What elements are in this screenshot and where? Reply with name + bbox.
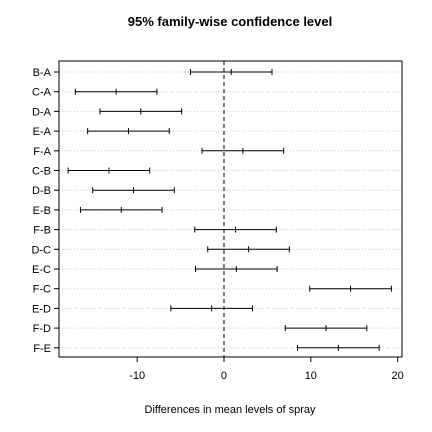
x-tick-label: 20 — [392, 370, 404, 382]
y-tick-label: E-C — [32, 264, 51, 276]
y-axis: B-A C-A D-A E-A F-A C-B D-B E-B F-B D-C E-C F-C E-D F… — [31, 67, 59, 355]
y-tick-label: F-A — [33, 146, 51, 158]
x-axis: -10 0 10 20 — [129, 357, 404, 382]
interval-e-b — [79, 206, 163, 213]
y-tick-label: E-B — [33, 205, 51, 217]
x-tick-label: -10 — [129, 370, 145, 382]
y-tick-label: C-B — [32, 166, 51, 178]
y-tick-label: E-A — [33, 126, 52, 138]
interval-f-e — [297, 344, 380, 351]
y-tick-label: D-C — [31, 244, 51, 256]
x-tick-label: 0 — [221, 370, 227, 382]
interval-f-c — [309, 285, 392, 292]
interval-b-a — [189, 69, 273, 75]
y-tick-label: D-B — [32, 185, 51, 197]
interval-c-a — [74, 88, 158, 95]
x-axis-label: Differences in mean levels of spray — [145, 404, 316, 416]
interval-c-b — [67, 167, 151, 174]
y-tick-label: F-D — [33, 323, 51, 335]
interval-marks — [67, 69, 392, 351]
interval-d-b — [92, 187, 175, 194]
y-tick-label: F-E — [33, 343, 51, 355]
interval-e-c — [195, 266, 278, 272]
interval-d-c — [207, 246, 290, 253]
y-tick-label: F-C — [33, 284, 51, 296]
interval-f-a — [201, 147, 285, 154]
interval-f-b — [194, 226, 277, 233]
x-tick-label: 10 — [305, 370, 317, 382]
y-tick-label: E-D — [32, 303, 51, 315]
interval-f-d — [284, 325, 368, 332]
plot-frame — [58, 60, 403, 358]
y-tick-label: D-A — [32, 106, 52, 118]
y-tick-label: C-A — [32, 87, 52, 99]
interval-e-d — [170, 305, 253, 312]
y-tick-label: B-A — [33, 67, 52, 79]
interval-d-a — [99, 108, 183, 115]
chart-title: 95% family-wise confidence level — [128, 14, 332, 29]
y-tick-label: F-B — [33, 225, 51, 237]
interval-e-a — [87, 128, 170, 135]
